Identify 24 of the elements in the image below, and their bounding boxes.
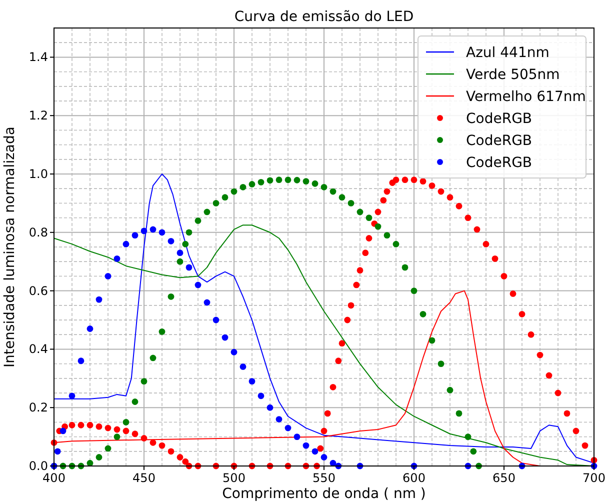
y-tick-label: 1.4 <box>28 50 48 64</box>
x-tick-label: 700 <box>582 471 606 485</box>
legend-label: CodeRGB <box>466 155 532 171</box>
chart-title: Curva de emissão do LED <box>234 9 414 25</box>
x-tick-label: 650 <box>492 471 516 485</box>
x-tick-label: 600 <box>402 471 426 485</box>
y-tick-label: 0.4 <box>28 342 48 356</box>
x-tick-label: 450 <box>132 471 156 485</box>
y-tick-label: 1.2 <box>28 108 48 123</box>
legend-label: Verde 505nm <box>466 67 560 83</box>
x-axis-title: Comprimento de onda ( nm ) <box>222 486 426 502</box>
x-tick-label: 500 <box>222 471 246 485</box>
y-tick-label: 0.6 <box>28 284 48 298</box>
x-tick-label: 400 <box>42 471 66 485</box>
x-tick-label: 550 <box>312 471 336 485</box>
legend-label: CodeRGB <box>466 111 532 127</box>
legend-label: Azul 441nm <box>466 45 550 61</box>
legend-label: Vermelho 617nm <box>466 89 586 105</box>
y-tick-label: 0.8 <box>28 225 48 240</box>
y-tick-label: 0.2 <box>28 400 48 415</box>
y-tick-label: 0.0 <box>28 459 48 473</box>
y-axis-title: Intensidade luminosa normalizada <box>2 126 18 368</box>
legend-label: CodeRGB <box>466 133 532 149</box>
y-tick-label: 1.0 <box>28 167 48 181</box>
